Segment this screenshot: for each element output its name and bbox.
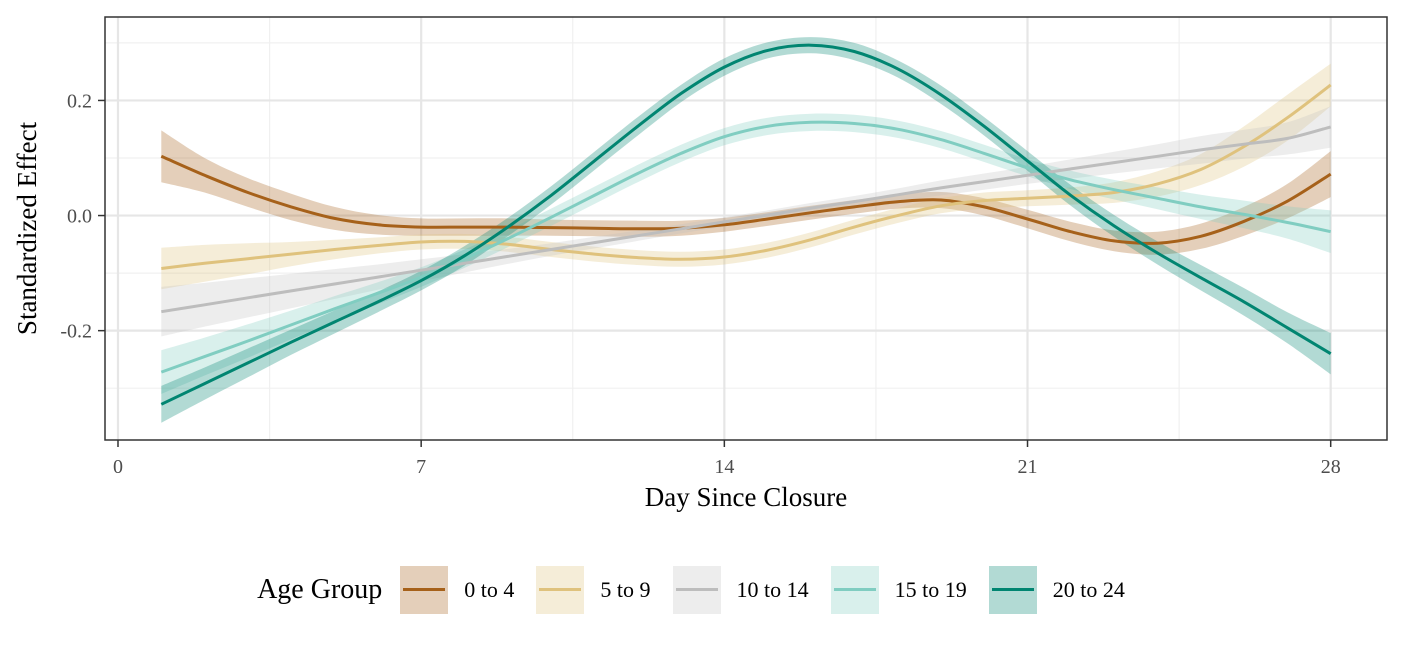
y-tick-label: 0.0 <box>67 206 92 228</box>
legend-item-0-to-4: 0 to 4 <box>400 566 514 614</box>
plot-panel-border <box>104 16 1388 441</box>
y-tick-label: 0.2 <box>67 90 92 112</box>
x-axis-title: Day Since Closure <box>645 482 847 512</box>
x-tick-label: 14 <box>714 456 734 478</box>
line-10-to-14 <box>161 125 1332 314</box>
minor-gridlines <box>105 17 1387 440</box>
series-lines <box>160 43 1332 406</box>
legend-items: 0 to 4 5 to 9 10 to 14 15 to 19 20 to 24 <box>400 566 1147 614</box>
x-tick-label: 21 <box>1018 456 1038 478</box>
legend-key-line <box>403 588 446 591</box>
legend-key <box>988 566 1037 614</box>
y-tick-label: -0.2 <box>60 321 92 343</box>
legend-item-10-to-14: 10 to 14 <box>672 566 809 614</box>
confidence-bands <box>161 37 1331 423</box>
x-tick-label: 0 <box>113 456 123 478</box>
line-0-to-4 <box>160 154 1332 245</box>
legend-item-20-to-24: 20 to 24 <box>988 566 1125 614</box>
legend-label: 10 to 14 <box>736 577 809 602</box>
legend-key-line <box>833 588 876 591</box>
legend-label: 0 to 4 <box>464 577 515 602</box>
legend-key <box>400 566 449 614</box>
legend-item-5-to-9: 5 to 9 <box>536 566 651 614</box>
legend-title: Age Group <box>257 574 383 605</box>
legend-item-15-to-19: 15 to 19 <box>830 566 967 614</box>
x-tick-label: 7 <box>416 456 426 478</box>
legend-label: 5 to 9 <box>600 577 651 602</box>
legend-key <box>830 566 879 614</box>
line-5-to-9 <box>161 83 1332 270</box>
legend-key-line <box>539 588 582 591</box>
y-axis-title: Standardized Effect <box>12 121 42 335</box>
legend-label: 15 to 19 <box>894 577 967 602</box>
legend-key <box>672 566 721 614</box>
legend-key <box>536 566 585 614</box>
legend-key-line <box>675 588 718 591</box>
legend-label: 20 to 24 <box>1052 577 1125 602</box>
line-15-to-19 <box>160 120 1332 374</box>
legend: Age Group 0 to 4 5 to 9 10 to 14 15 to 19 20… <box>0 560 1404 620</box>
legend-key-line <box>991 588 1034 591</box>
line-20-to-24 <box>160 43 1332 406</box>
x-tick-label: 28 <box>1321 456 1341 478</box>
band-5-to-9 <box>161 63 1331 290</box>
axis-ticks: 0 7 14 21 28 -0.2 0.0 0.2 <box>60 90 1340 478</box>
